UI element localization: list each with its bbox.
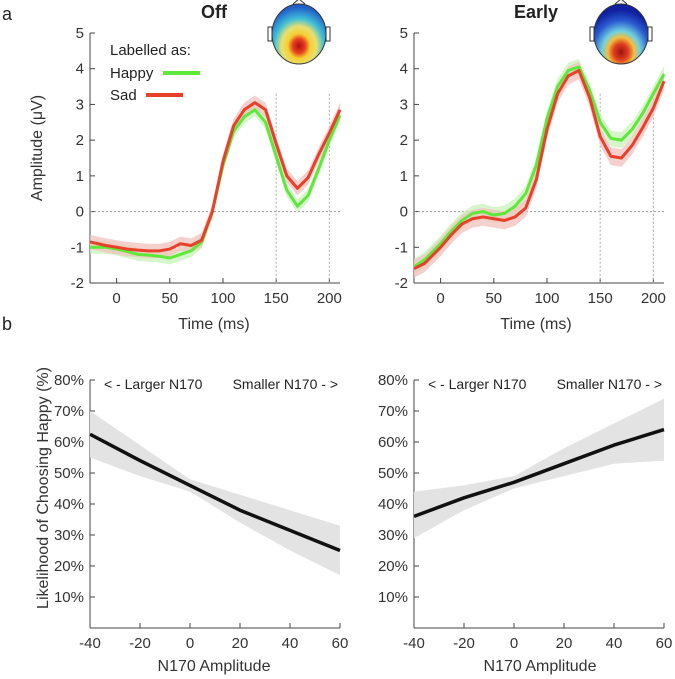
x-tick-label: 0: [436, 290, 444, 307]
scalp-map-off: [267, 0, 331, 65]
y-axis-label-amplitude: Amplitude (μV): [29, 95, 46, 201]
y-tick-label: 2: [76, 132, 84, 149]
y-tick-label: 0: [76, 204, 84, 221]
chart-3: 80% 70% 60% 50% 40% 30% 20% 10% -40 -20 0 20 40 60 < -…: [378, 372, 672, 652]
y-tick-label: 2: [400, 132, 408, 149]
x-tick-label: 0: [510, 635, 518, 652]
series-line-sad: [89, 101, 342, 253]
x-tick-label: 150: [264, 290, 289, 307]
x-tick-label: -20: [453, 635, 475, 652]
y-tick-label: 10%: [378, 589, 408, 606]
y-axis-label-likelihood: Likelihood of Choosing Happy (%): [35, 367, 52, 609]
y-tick-label: 60%: [378, 434, 408, 451]
y-tick-label: 3: [76, 96, 84, 113]
y-tick-label: 30%: [378, 527, 408, 544]
x-axis-label-time-off: Time (ms): [178, 316, 249, 333]
y-tick-label: 80%: [54, 372, 84, 389]
x-tick-label: 40: [282, 635, 299, 652]
y-tick-label: 40%: [54, 496, 84, 513]
x-axis-label-n170-right: N170 Amplitude: [484, 658, 597, 675]
x-tick-label: 60: [332, 635, 349, 652]
y-tick-label: 3: [400, 96, 408, 113]
x-tick-label: 100: [534, 290, 559, 307]
x-tick-label: 150: [588, 290, 613, 307]
y-tick-label: -2: [395, 275, 408, 292]
y-tick-label: 10%: [54, 589, 84, 606]
x-axis-label-time-early: Time (ms): [500, 316, 571, 333]
chart-1: 5 4 3 2 1 0 -1 -2 0 50 100 150 200: [395, 25, 666, 307]
series-line-happy: [413, 65, 666, 269]
x-tick-label: 100: [210, 290, 235, 307]
x-tick-label: 20: [556, 635, 573, 652]
annotation-larger-n170: < - Larger N170: [104, 376, 203, 392]
y-tick-label: -1: [395, 239, 408, 256]
x-tick-label: 200: [641, 290, 666, 307]
x-tick-label: -40: [79, 635, 101, 652]
y-tick-label: 4: [400, 61, 408, 78]
y-tick-label: 50%: [378, 465, 408, 482]
chart-2: 80% 70% 60% 50% 40% 30% 20% 10% -40 -20 0 20 40 60 < -…: [54, 372, 348, 652]
series-band-sad: [90, 95, 340, 258]
y-tick-label: 30%: [54, 527, 84, 544]
y-tick-label: 20%: [54, 558, 84, 575]
y-tick-label: -1: [71, 239, 84, 256]
chart-title-off: Off: [201, 2, 228, 22]
legend-title: Labelled as:: [110, 42, 191, 59]
legend-label-happy: Happy: [110, 65, 154, 82]
y-tick-label: 60%: [54, 434, 84, 451]
y-tick-label: 70%: [54, 403, 84, 420]
series-line-fit: [413, 427, 665, 519]
y-tick-label: 70%: [378, 403, 408, 420]
y-tick-label: 1: [400, 168, 408, 185]
y-tick-label: 0: [400, 204, 408, 221]
x-tick-label: -20: [129, 635, 151, 652]
x-tick-label: 50: [161, 290, 178, 307]
y-tick-label: 5: [76, 25, 84, 42]
annotation-larger-n170: < - Larger N170: [428, 376, 527, 392]
y-tick-label: 5: [400, 25, 408, 42]
x-tick-label: 20: [232, 635, 249, 652]
confidence-band: [90, 411, 340, 576]
y-tick-label: 50%: [54, 465, 84, 482]
y-tick-label: -2: [71, 275, 84, 292]
y-tick-label: 20%: [378, 558, 408, 575]
x-tick-label: 0: [186, 635, 194, 652]
series-line-sad: [413, 69, 666, 271]
panel-label-a: a: [2, 4, 13, 24]
chart-0: 5 4 3 2 1 0 -1 -2 0 50 100 150 200: [71, 25, 342, 307]
annotation-smaller-n170: Smaller N170 - >: [233, 376, 338, 392]
x-tick-label: -40: [403, 635, 425, 652]
series-line-fit: [89, 432, 341, 553]
annotation-smaller-n170: Smaller N170 - >: [557, 376, 662, 392]
y-tick-label: 1: [76, 168, 84, 185]
x-tick-label: 40: [606, 635, 623, 652]
panel-label-b: b: [2, 314, 12, 334]
chart-title-early: Early: [514, 2, 558, 22]
legend: Labelled as: Happy Sad: [110, 42, 200, 104]
x-tick-label: 50: [485, 290, 502, 307]
x-tick-label: 200: [317, 290, 342, 307]
x-axis-label-n170-left: N170 Amplitude: [158, 658, 271, 675]
y-tick-label: 4: [76, 61, 84, 78]
x-tick-label: 0: [112, 290, 120, 307]
y-tick-label: 80%: [378, 372, 408, 389]
legend-label-sad: Sad: [110, 87, 137, 104]
confidence-band: [414, 398, 664, 539]
y-tick-label: 40%: [378, 496, 408, 513]
scalp-map-early: [589, 0, 653, 65]
x-tick-label: 60: [656, 635, 673, 652]
